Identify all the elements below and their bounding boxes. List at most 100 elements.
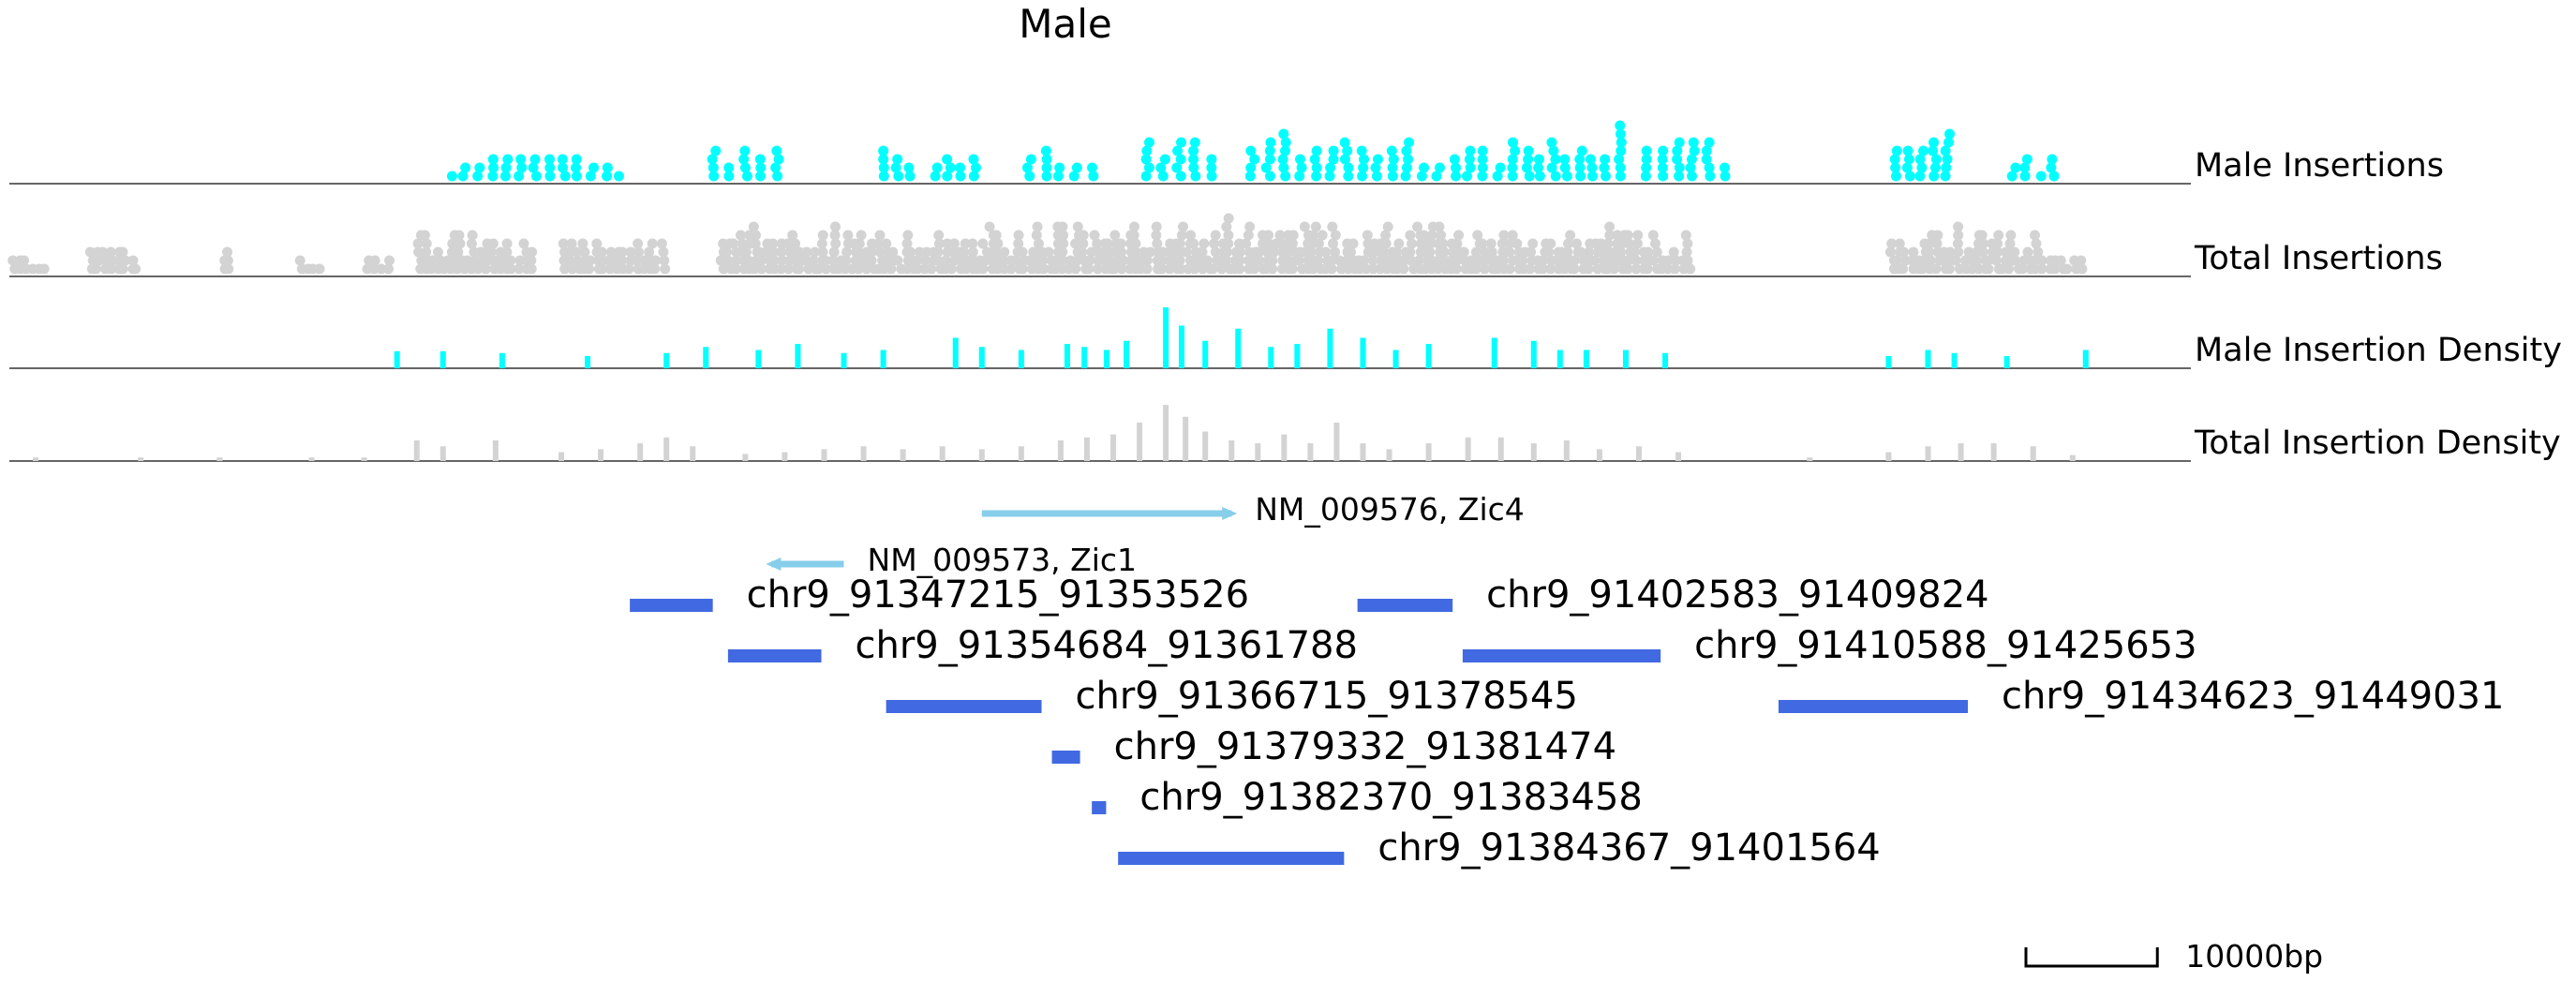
insertion-point	[2010, 162, 2021, 173]
track-label: Male Insertions	[2195, 147, 2444, 185]
insertion-point	[1115, 238, 1126, 249]
insertion-point	[1245, 145, 1257, 156]
insertion-point	[1234, 255, 1245, 266]
insertion-point	[526, 255, 537, 266]
insertion-point	[1575, 171, 1586, 182]
insertion-point	[1089, 230, 1100, 241]
insertion-point	[1362, 230, 1373, 241]
insertion-point	[1534, 171, 1545, 182]
insertion-point	[730, 263, 741, 275]
insertion-point	[1642, 263, 1653, 275]
insertion-point	[1278, 162, 1289, 173]
insertion-point	[1305, 246, 1317, 258]
insertion-point	[755, 162, 767, 173]
density-bar	[1137, 423, 1143, 461]
insertion-point	[768, 255, 780, 266]
insertion-point	[1902, 145, 1913, 156]
insertion-point	[528, 162, 539, 173]
density-bar	[361, 457, 367, 461]
insertion-point	[1268, 246, 1279, 258]
insertion-point	[1405, 246, 1416, 258]
insertion-point	[1524, 171, 1535, 182]
insertion-point	[932, 246, 944, 258]
insertion-point	[1932, 230, 1943, 241]
insertion-point	[1507, 154, 1518, 165]
density-bar	[439, 446, 446, 461]
density-bar	[1530, 443, 1537, 461]
insertion-point	[1548, 145, 1559, 156]
insertion-point	[1928, 145, 1939, 156]
insertion-point	[1928, 171, 1940, 182]
insertion-point	[584, 263, 595, 275]
insertion-point	[1398, 263, 1409, 275]
insertion-point	[942, 171, 953, 182]
insertion-point	[1405, 230, 1416, 241]
insertion-point	[294, 255, 305, 266]
insertion-point	[1327, 255, 1338, 266]
insertion-point	[1940, 145, 1951, 156]
insertion-point	[771, 145, 782, 156]
insertion-point	[739, 145, 751, 156]
insertion-point	[813, 263, 825, 275]
insertion-point	[1359, 154, 1370, 165]
insertion-point	[1299, 221, 1310, 232]
insertion-point	[1328, 145, 1339, 156]
insertion-point	[1630, 255, 1642, 266]
insertion-point	[808, 255, 819, 266]
insertion-point	[710, 145, 722, 156]
insertion-point	[990, 230, 1002, 241]
insertion-point	[940, 255, 951, 266]
insertion-point	[1282, 246, 1293, 258]
insertion-point	[1898, 246, 1910, 258]
insertion-point	[419, 230, 430, 241]
insertion-point	[516, 162, 528, 173]
insertion-point	[7, 255, 19, 266]
density-bar	[1662, 352, 1669, 368]
insertion-point	[1521, 162, 1532, 173]
density-bar	[492, 439, 499, 461]
insertion-point	[1687, 171, 1698, 182]
insertion-point	[829, 230, 841, 241]
insertion-point	[1545, 238, 1556, 249]
insertion-point	[1565, 230, 1576, 241]
insertion-point	[1466, 255, 1477, 266]
insertion-point	[1058, 238, 1069, 249]
insertion-point	[1452, 255, 1463, 266]
insertion-point	[715, 255, 726, 266]
density-bar	[2082, 350, 2089, 368]
insertion-point	[1393, 238, 1405, 249]
insertion-point	[1641, 162, 1652, 173]
insertion-point	[1197, 246, 1208, 258]
insertion-point	[369, 255, 380, 266]
insertion-point	[421, 246, 432, 258]
insertion-point	[866, 246, 877, 258]
insertion-point	[946, 263, 958, 275]
insertion-point	[1622, 263, 1633, 275]
insertion-point	[945, 162, 956, 173]
insertion-point	[1317, 230, 1328, 241]
density-bar	[1885, 452, 1892, 461]
density-bar	[795, 344, 801, 368]
insertion-point	[776, 246, 787, 258]
insertion-point	[1891, 255, 1902, 266]
insertion-point	[1941, 162, 1952, 173]
insertion-point	[1175, 263, 1186, 275]
insertion-point	[1241, 238, 1252, 249]
insertion-point	[739, 162, 751, 173]
density-bar	[900, 449, 906, 461]
insertion-point	[571, 154, 582, 165]
insertion-point	[1041, 154, 1052, 165]
insertion-point	[1943, 137, 1955, 148]
insertion-point	[1260, 162, 1272, 173]
insertion-point	[1104, 255, 1115, 266]
insertion-point	[783, 263, 795, 275]
insertion-point	[1263, 238, 1274, 249]
insertion-point	[1288, 230, 1299, 241]
insertion-point	[722, 255, 734, 266]
insertion-point	[1413, 255, 1424, 266]
density-bar	[1392, 350, 1399, 368]
insertion-point	[566, 238, 577, 249]
insertion-point	[1894, 238, 1905, 249]
insertion-point	[750, 238, 761, 249]
insertion-point	[2009, 246, 2020, 258]
